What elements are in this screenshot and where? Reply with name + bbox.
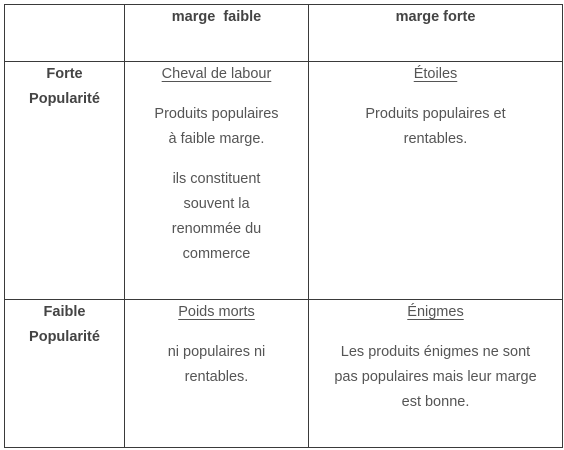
quadrant-title: Cheval de labour [161, 66, 272, 82]
quadrant-stars: Étoiles Produits populaires et rentables… [308, 61, 563, 300]
text-line: pas populaires mais leur marge [334, 369, 537, 385]
quadrant-description: ni populaires ni rentables. [125, 340, 308, 390]
text-line: rentables. [184, 369, 249, 385]
text-line: Produits populaires et [365, 106, 506, 122]
text-line: Les produits énigmes ne sont [340, 344, 531, 360]
quadrant-dogs: Poids morts ni populaires ni rentables. [124, 299, 309, 448]
quadrant-note: ils constituent souvent la renommée du c… [125, 167, 308, 267]
row-header-line: Faible [43, 304, 86, 320]
text-line: est bonne. [401, 394, 470, 410]
row-header-line: Forte [46, 66, 83, 82]
popularity-margin-matrix: marge faible marge forte Forte Popularit… [4, 4, 563, 448]
row-low-popularity: Faible Popularité Poids morts ni populai… [4, 299, 563, 448]
quadrant-title: Énigmes [407, 304, 464, 320]
column-header-low-margin: marge faible [124, 4, 309, 62]
row-header-high-popularity: Forte Popularité [4, 61, 125, 300]
quadrant-title: Poids morts [178, 304, 255, 320]
quadrant-description: Les produits énigmes ne sont pas populai… [309, 340, 562, 415]
quadrant-workhorse: Cheval de labour Produits populaires à f… [124, 61, 309, 300]
text-line: ils constituent [172, 171, 261, 187]
quadrant-title: Étoiles [413, 66, 458, 82]
column-header-high-margin: marge forte [308, 4, 563, 62]
quadrant-description: Produits populaires à faible marge. [125, 102, 308, 152]
row-header-line: Popularité [29, 91, 100, 107]
quadrant-description: Produits populaires et rentables. [309, 102, 562, 152]
row-header-line: Popularité [29, 329, 100, 345]
text-line: renommée du [171, 221, 262, 237]
text-line: souvent la [183, 196, 250, 212]
header-row: marge faible marge forte [4, 4, 563, 62]
row-high-popularity: Forte Popularité Cheval de labour Produi… [4, 61, 563, 300]
text-line: ni populaires ni [167, 344, 266, 360]
text-line: rentables. [403, 131, 468, 147]
row-header-low-popularity: Faible Popularité [4, 299, 125, 448]
text-line: à faible marge. [168, 131, 265, 147]
quadrant-puzzles: Énigmes Les produits énigmes ne sont pas… [308, 299, 563, 448]
text-line: commerce [182, 246, 251, 262]
text-line: Produits populaires [154, 106, 279, 122]
corner-cell [4, 4, 125, 62]
